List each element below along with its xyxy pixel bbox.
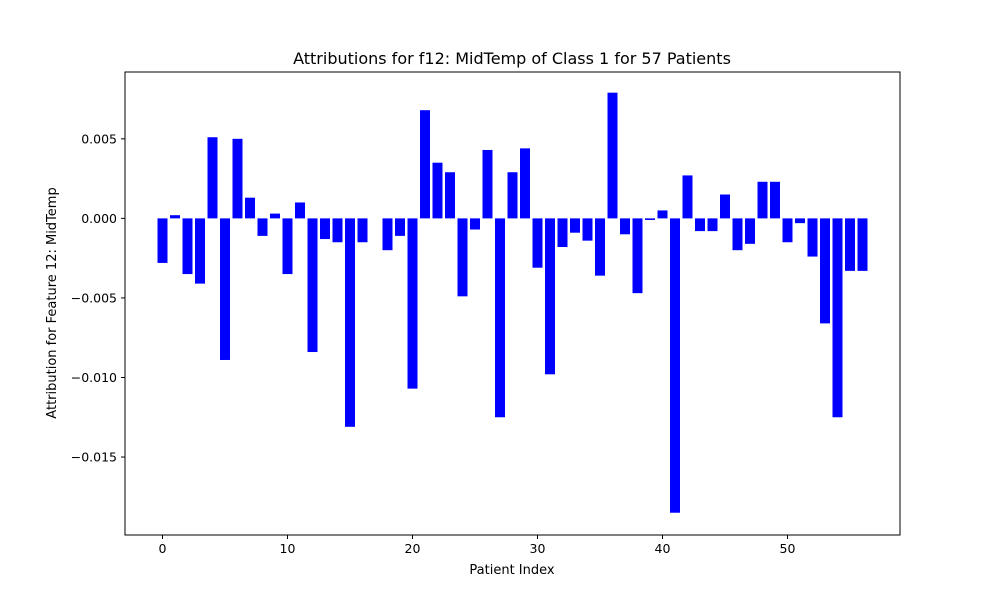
bar-patient-26 [482, 149, 493, 219]
bar-patient-1 [170, 215, 180, 219]
bar-patient-54 [832, 218, 843, 418]
bar-patient-50 [782, 218, 793, 243]
chart-title: Attributions for f12: MidTemp of Class 1… [293, 49, 731, 68]
bar-patient-55 [845, 218, 855, 271]
bar-patient-2 [182, 218, 193, 275]
bar-patient-51 [795, 218, 805, 224]
bar-patient-45 [720, 194, 730, 219]
plot-area-frame [124, 71, 901, 536]
bar-patient-21 [420, 110, 430, 219]
y-tick-label: 0.000 [81, 211, 117, 226]
bar-patient-19 [395, 218, 405, 236]
bar-patient-5 [220, 218, 230, 360]
x-tick-label: 30 [530, 541, 546, 556]
bar-patient-46 [732, 218, 743, 251]
bar-patient-38 [632, 218, 643, 294]
bar-patient-42 [682, 175, 693, 219]
bar-patient-41 [670, 218, 680, 513]
bar-patient-25 [470, 218, 480, 230]
bar-patient-13 [320, 218, 330, 240]
y-tick-label: −0.010 [71, 370, 117, 385]
bar-patient-36 [607, 92, 618, 219]
bar-patient-22 [432, 162, 443, 219]
x-tick-label: 0 [159, 541, 167, 556]
bar-patient-56 [857, 218, 868, 271]
y-axis-ticks: −0.015 −0.010 −0.005 0.000 0.005 [71, 131, 125, 465]
bar-patient-18 [382, 218, 393, 251]
x-axis-ticks: 0 10 20 30 40 50 [159, 535, 796, 556]
bar-patient-34 [582, 218, 593, 241]
bar-patient-27 [495, 218, 505, 418]
bar-patient-24 [457, 218, 468, 297]
bar-patient-15 [345, 218, 355, 427]
x-tick-label: 40 [655, 541, 671, 556]
x-tick-label: 10 [280, 541, 296, 556]
bar-patient-0 [157, 218, 168, 263]
bar-patient-35 [595, 218, 605, 276]
bar-patient-37 [620, 218, 630, 235]
bar-patient-48 [757, 181, 768, 219]
y-tick-label: −0.005 [71, 290, 117, 305]
bar-patient-43 [695, 218, 705, 232]
bar-patient-40 [657, 210, 668, 219]
bar-patient-44 [707, 218, 718, 232]
bar-patient-10 [282, 218, 293, 275]
y-tick-label: −0.015 [71, 450, 117, 465]
bar-patient-30 [532, 218, 543, 268]
bar-patient-39 [645, 218, 655, 220]
x-axis-title: Patient Index [469, 563, 554, 578]
bar-patient-32 [557, 218, 568, 248]
x-tick-label: 20 [405, 541, 421, 556]
bar-patient-14 [332, 218, 343, 243]
bar-patient-52 [807, 218, 818, 257]
bar-patient-3 [195, 218, 205, 284]
bar-patient-33 [570, 218, 580, 233]
y-axis-title: Attribution for Feature 12: MidTemp [45, 187, 60, 418]
bar-patient-53 [820, 218, 830, 324]
y-tick-label: 0.005 [81, 131, 117, 146]
bar-patient-49 [770, 181, 780, 219]
bar-patient-20 [407, 218, 418, 389]
bar-patient-6 [232, 138, 243, 219]
bar-patient-29 [520, 148, 530, 219]
x-tick-label: 50 [780, 541, 796, 556]
bar-patient-4 [207, 137, 218, 219]
bar-patient-12 [307, 218, 318, 353]
bar-patient-8 [257, 218, 268, 236]
bar-patient-47 [745, 218, 755, 244]
bar-patient-16 [357, 218, 368, 243]
bar-patient-7 [245, 197, 255, 219]
bars-group [157, 92, 868, 513]
bar-patient-31 [545, 218, 555, 375]
bar-patient-28 [507, 172, 518, 219]
bar-patient-23 [445, 172, 455, 219]
bar-patient-11 [295, 202, 305, 219]
bar-patient-9 [270, 213, 280, 219]
